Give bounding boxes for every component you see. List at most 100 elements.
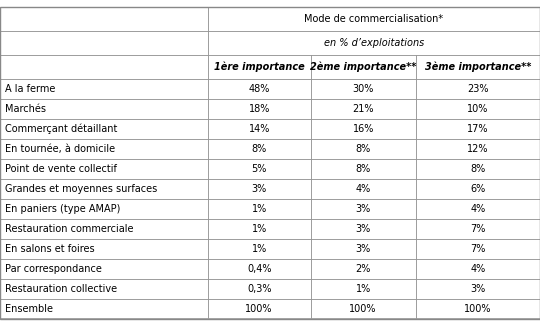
Text: Mode de commercialisation*: Mode de commercialisation*: [305, 14, 443, 24]
Bar: [310, 279, 416, 299]
Bar: [208, 219, 310, 239]
Text: 3%: 3%: [355, 244, 371, 254]
Bar: [0, 99, 208, 119]
Text: 17%: 17%: [467, 124, 489, 134]
Text: Point de vente collectif: Point de vente collectif: [5, 164, 117, 174]
Bar: [0, 299, 208, 318]
Bar: [416, 159, 540, 179]
Text: Commerçant détaillant: Commerçant détaillant: [5, 124, 118, 134]
Text: 1%: 1%: [355, 283, 371, 293]
Text: 100%: 100%: [246, 304, 273, 314]
Bar: [208, 55, 310, 79]
Text: 0,4%: 0,4%: [247, 264, 272, 274]
Text: 8%: 8%: [470, 164, 485, 174]
Text: en % d’exploitations: en % d’exploitations: [324, 38, 424, 48]
Bar: [208, 99, 310, 119]
Text: A la ferme: A la ferme: [5, 84, 56, 94]
Bar: [0, 239, 208, 259]
Bar: [310, 299, 416, 318]
Bar: [416, 119, 540, 139]
Bar: [310, 179, 416, 199]
Bar: [0, 139, 208, 159]
Bar: [416, 55, 540, 79]
Text: 1%: 1%: [252, 204, 267, 214]
Text: Grandes et moyennes surfaces: Grandes et moyennes surfaces: [5, 184, 158, 194]
Text: 2%: 2%: [355, 264, 371, 274]
Text: 0,3%: 0,3%: [247, 283, 272, 293]
Text: En salons et foires: En salons et foires: [5, 244, 95, 254]
Text: 100%: 100%: [349, 304, 377, 314]
Bar: [0, 279, 208, 299]
Bar: [416, 279, 540, 299]
Text: 7%: 7%: [470, 244, 485, 254]
Text: 3%: 3%: [355, 224, 371, 234]
Text: 21%: 21%: [353, 104, 374, 114]
Text: 2ème importance**: 2ème importance**: [310, 62, 416, 72]
Bar: [208, 79, 310, 99]
Text: 6%: 6%: [470, 184, 485, 194]
Bar: [416, 299, 540, 318]
Bar: [310, 139, 416, 159]
Bar: [310, 259, 416, 279]
Bar: [310, 99, 416, 119]
Bar: [310, 79, 416, 99]
Text: 30%: 30%: [353, 84, 374, 94]
Bar: [208, 299, 310, 318]
Text: 1%: 1%: [252, 224, 267, 234]
Bar: [208, 279, 310, 299]
Bar: [208, 259, 310, 279]
Bar: [416, 199, 540, 219]
Bar: [0, 79, 208, 99]
Text: 12%: 12%: [467, 144, 489, 154]
Text: 23%: 23%: [467, 84, 489, 94]
Text: Restauration collective: Restauration collective: [5, 283, 118, 293]
Bar: [416, 99, 540, 119]
Bar: [0, 119, 208, 139]
Bar: [208, 6, 540, 31]
Bar: [208, 239, 310, 259]
Bar: [0, 31, 208, 55]
Text: En paniers (type AMAP): En paniers (type AMAP): [5, 204, 121, 214]
Bar: [310, 219, 416, 239]
Text: 3%: 3%: [470, 283, 485, 293]
Bar: [416, 139, 540, 159]
Text: 14%: 14%: [248, 124, 270, 134]
Bar: [0, 199, 208, 219]
Text: 4%: 4%: [470, 204, 485, 214]
Text: 1%: 1%: [252, 244, 267, 254]
Bar: [208, 159, 310, 179]
Text: En tournée, à domicile: En tournée, à domicile: [5, 144, 116, 154]
Bar: [0, 6, 208, 31]
Bar: [208, 119, 310, 139]
Bar: [416, 79, 540, 99]
Bar: [0, 219, 208, 239]
Text: 3ème importance**: 3ème importance**: [425, 62, 531, 72]
Bar: [0, 159, 208, 179]
Bar: [0, 179, 208, 199]
Bar: [416, 219, 540, 239]
Bar: [416, 259, 540, 279]
Bar: [310, 55, 416, 79]
Bar: [310, 159, 416, 179]
Text: 18%: 18%: [248, 104, 270, 114]
Text: Restauration commerciale: Restauration commerciale: [5, 224, 134, 234]
Bar: [208, 31, 540, 55]
Bar: [310, 199, 416, 219]
Text: 8%: 8%: [252, 144, 267, 154]
Text: 16%: 16%: [353, 124, 374, 134]
Bar: [310, 119, 416, 139]
Text: 8%: 8%: [355, 164, 371, 174]
Text: 4%: 4%: [470, 264, 485, 274]
Text: 5%: 5%: [252, 164, 267, 174]
Text: Marchés: Marchés: [5, 104, 46, 114]
Text: 4%: 4%: [355, 184, 371, 194]
Bar: [0, 55, 208, 79]
Bar: [0, 259, 208, 279]
Bar: [416, 179, 540, 199]
Bar: [416, 239, 540, 259]
Text: 3%: 3%: [355, 204, 371, 214]
Bar: [208, 179, 310, 199]
Text: 100%: 100%: [464, 304, 491, 314]
Text: Ensemble: Ensemble: [5, 304, 53, 314]
Text: 7%: 7%: [470, 224, 485, 234]
